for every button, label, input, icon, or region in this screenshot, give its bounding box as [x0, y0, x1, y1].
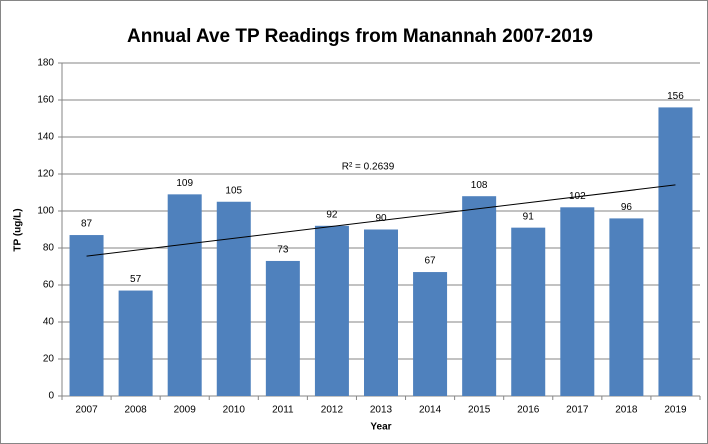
x-tick-label: 2009 — [174, 405, 197, 416]
bar — [511, 227, 546, 396]
data-label: 73 — [277, 245, 289, 256]
bar — [69, 235, 104, 396]
bar — [314, 225, 349, 396]
bar — [265, 260, 300, 396]
bar — [609, 218, 644, 396]
bar — [413, 272, 448, 396]
chart-title: Annual Ave TP Readings from Manannah 200… — [127, 26, 593, 47]
y-tick-label: 80 — [43, 243, 55, 254]
bar — [167, 194, 202, 396]
bar — [560, 207, 595, 396]
x-axis-label: Year — [370, 422, 391, 433]
y-tick-label: 140 — [37, 132, 54, 143]
x-tick-label: 2017 — [566, 405, 589, 416]
bar — [216, 201, 251, 396]
y-axis-label: TP (ug/L) — [13, 208, 24, 251]
y-tick-label: 20 — [43, 354, 55, 365]
data-label: 90 — [375, 213, 387, 224]
bar — [118, 290, 153, 396]
x-tick-label: 2018 — [615, 405, 638, 416]
y-tick-label: 120 — [37, 169, 54, 180]
x-tick-label: 2016 — [517, 405, 540, 416]
data-label: 57 — [130, 274, 142, 285]
x-tick-label: 2015 — [468, 405, 491, 416]
trendline-label: R² = 0.2639 — [342, 162, 395, 173]
data-label: 109 — [176, 178, 193, 189]
data-label: 92 — [326, 209, 338, 220]
data-label: 91 — [523, 211, 535, 222]
x-tick-label: 2013 — [370, 405, 393, 416]
y-tick-label: 60 — [43, 280, 55, 291]
data-label: 67 — [425, 256, 437, 267]
x-tick-label: 2012 — [321, 405, 344, 416]
trendline — [86, 184, 676, 257]
y-tick-label: 180 — [37, 58, 54, 69]
x-tick-label: 2014 — [419, 405, 442, 416]
x-tick-label: 2010 — [223, 405, 246, 416]
data-label: 96 — [621, 202, 633, 213]
y-tick-label: 0 — [48, 391, 54, 402]
y-tick-label: 100 — [37, 206, 54, 217]
bar — [364, 229, 398, 396]
data-label: 156 — [667, 91, 684, 102]
bar — [658, 107, 693, 397]
x-tick-label: 2008 — [124, 405, 147, 416]
bar — [462, 196, 497, 396]
x-tick-label: 2011 — [272, 405, 294, 416]
data-label: 105 — [225, 185, 242, 196]
y-tick-label: 160 — [37, 95, 54, 106]
x-tick-label: 2019 — [664, 405, 687, 416]
data-label: 87 — [81, 219, 93, 230]
y-tick-label: 40 — [43, 317, 55, 328]
x-tick-label: 2007 — [75, 405, 98, 416]
data-label: 108 — [471, 180, 488, 191]
